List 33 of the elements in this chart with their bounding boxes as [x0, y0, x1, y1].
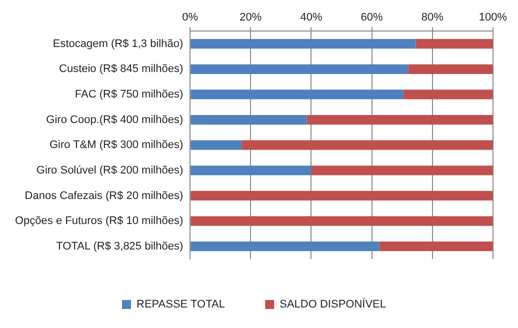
- x-tick-label: 100%: [478, 12, 508, 24]
- bar: [408, 64, 493, 74]
- bar: [190, 140, 242, 150]
- bar: [242, 140, 493, 150]
- bar: [190, 216, 493, 226]
- y-tick-label: Estocagem (R$ 1,3 bilhão): [52, 38, 184, 50]
- x-tick-label: 20%: [240, 12, 262, 24]
- bar: [190, 90, 404, 100]
- x-tick-label: 80%: [421, 12, 444, 24]
- bar: [311, 166, 493, 176]
- y-tick-label: Giro Solúvel (R$ 200 milhões): [36, 164, 184, 176]
- y-tick-label: Giro Coop.(R$ 400 milhões): [46, 114, 184, 126]
- bar: [404, 90, 493, 100]
- y-tick-label: Danos Cafezais (R$ 20 milhões): [24, 190, 184, 202]
- bar: [190, 114, 307, 125]
- y-tick-label: FAC (R$ 750 milhões): [74, 88, 184, 101]
- bar: [379, 242, 493, 252]
- x-tick-label: 40%: [300, 12, 322, 24]
- x-tick-label: 60%: [360, 12, 384, 24]
- legend-label: SALDO DISPONÍVEL: [280, 298, 386, 311]
- bar: [190, 242, 380, 252]
- bar: [190, 166, 312, 176]
- legend-label: REPASSE TOTAL: [136, 298, 225, 311]
- y-tick-label: TOTAL (R$ 3,825 bilhões): [56, 240, 184, 252]
- bar: [190, 190, 493, 201]
- y-tick-label: Custeio (R$ 845 milhões): [59, 63, 184, 76]
- y-tick-label: Giro T&M (R$ 300 milhões): [49, 139, 184, 152]
- y-tick-label: Opções e Futuros (R$ 10 milhões): [14, 215, 184, 228]
- bar: [306, 114, 493, 125]
- bar: [416, 39, 493, 49]
- bar: [190, 64, 408, 74]
- bar: [190, 39, 416, 49]
- x-tick-label: 0%: [182, 12, 198, 24]
